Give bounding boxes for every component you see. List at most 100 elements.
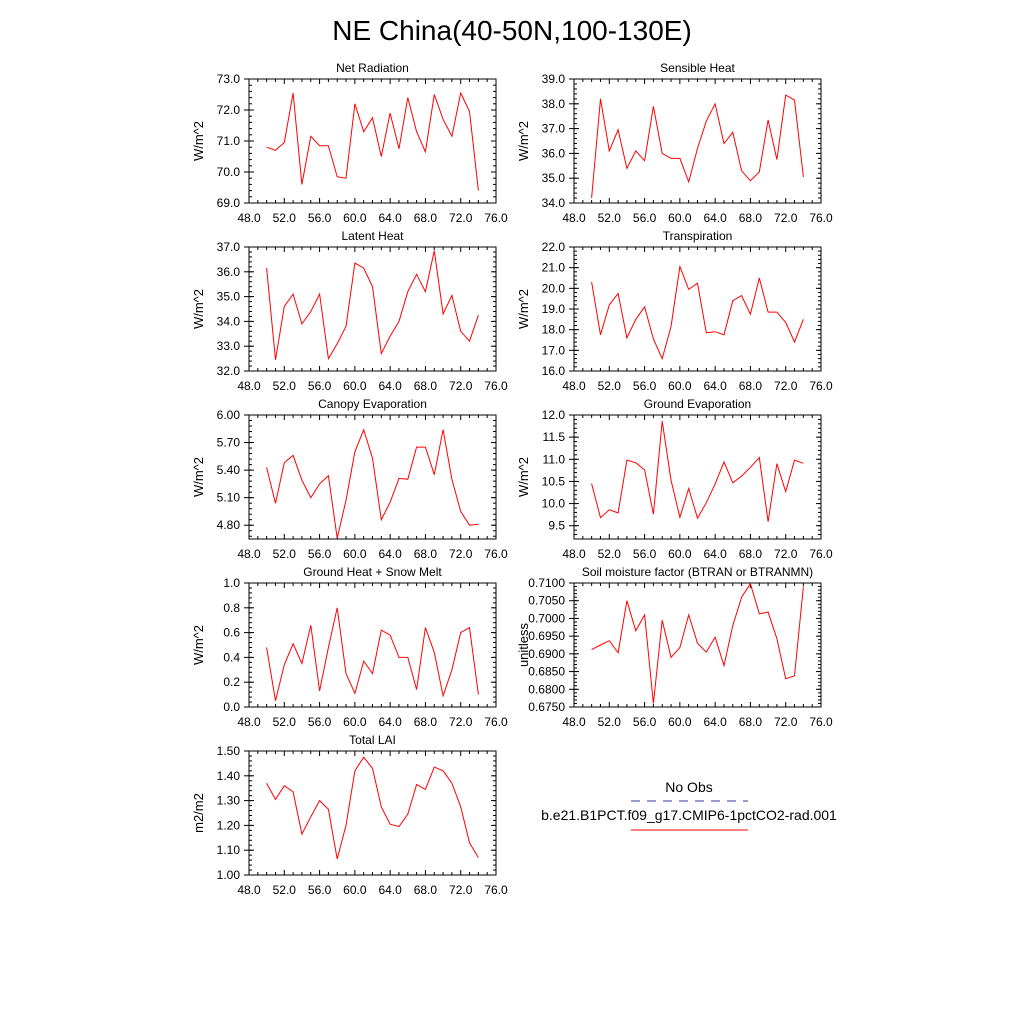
- y-tick-label: 19.0: [542, 302, 566, 316]
- panel-title: Net Radiation: [336, 61, 409, 75]
- x-tick-label: 52.0: [273, 883, 297, 897]
- x-tick-label: 60.0: [343, 715, 367, 729]
- y-tick-label: 0.7000: [528, 611, 565, 625]
- y-tick-label: 1.10: [217, 843, 241, 857]
- y-axis-label: W/m^2: [191, 457, 206, 497]
- y-tick-label: 36.0: [217, 265, 241, 279]
- x-tick-label: 76.0: [484, 547, 508, 561]
- x-tick-label: 72.0: [449, 715, 473, 729]
- x-tick-label: 76.0: [484, 883, 508, 897]
- y-tick-label: 0.6800: [528, 682, 565, 696]
- x-tick-label: 52.0: [598, 211, 622, 225]
- y-tick-label: 34.0: [542, 196, 566, 210]
- chart-panel-5: Canopy Evaporation 48.0 52.0 56.0 60.0 64.0 68…: [191, 397, 508, 561]
- x-tick-label: 76.0: [484, 379, 508, 393]
- y-tick-label: 36.0: [542, 146, 566, 160]
- x-tick-label: 56.0: [633, 379, 657, 393]
- y-tick-label: 73.0: [217, 72, 241, 86]
- plot-frame: [573, 582, 822, 708]
- x-tick-label: 72.0: [774, 211, 798, 225]
- x-tick-label: 60.0: [343, 211, 367, 225]
- x-tick-label: 76.0: [809, 211, 833, 225]
- y-tick-label: 0.4: [223, 650, 240, 664]
- y-axis-label: W/m^2: [191, 289, 206, 329]
- y-axis-label: W/m^2: [516, 121, 531, 161]
- x-tick-label: 64.0: [378, 379, 402, 393]
- x-tick-label: 76.0: [484, 211, 508, 225]
- x-tick-label: 76.0: [809, 715, 833, 729]
- x-tick-label: 56.0: [308, 715, 332, 729]
- x-tick-label: 72.0: [449, 547, 473, 561]
- y-tick-label: 12.0: [542, 408, 566, 422]
- x-tick-label: 56.0: [308, 211, 332, 225]
- x-tick-label: 64.0: [378, 715, 402, 729]
- y-tick-label: 1.30: [217, 794, 241, 808]
- series-line-1: [266, 428, 479, 539]
- x-tick-label: 52.0: [273, 547, 297, 561]
- y-tick-label: 1.20: [217, 818, 241, 832]
- x-tick-label: 68.0: [739, 547, 763, 561]
- x-tick-label: 52.0: [598, 715, 622, 729]
- chart-panel-8: Soil moisture factor (BTRAN or BTRANMN) 4…: [516, 565, 833, 729]
- y-tick-label: 0.8: [223, 601, 240, 615]
- x-tick-label: 72.0: [774, 379, 798, 393]
- x-tick-label: 64.0: [703, 211, 727, 225]
- y-tick-label: 1.50: [217, 744, 241, 758]
- y-tick-label: 0.0: [223, 700, 240, 714]
- panel-title: Ground Heat + Snow Melt: [303, 565, 442, 579]
- y-tick-label: 5.10: [217, 491, 241, 505]
- x-tick-label: 76.0: [809, 547, 833, 561]
- y-tick-label: 71.0: [217, 134, 241, 148]
- x-tick-label: 68.0: [414, 547, 438, 561]
- y-tick-label: 6.00: [217, 408, 241, 422]
- y-tick-label: 22.0: [542, 240, 566, 254]
- legend-obs-label: No Obs: [665, 779, 712, 795]
- x-tick-label: 48.0: [237, 883, 261, 897]
- x-tick-label: 60.0: [343, 547, 367, 561]
- x-tick-label: 56.0: [633, 715, 657, 729]
- x-tick-label: 76.0: [809, 379, 833, 393]
- panel-title: Canopy Evaporation: [318, 397, 427, 411]
- y-tick-label: 39.0: [542, 72, 566, 86]
- y-tick-label: 18.0: [542, 323, 566, 337]
- series-line-1: [591, 582, 804, 704]
- y-tick-label: 0.7100: [528, 576, 565, 590]
- chart-panel-6: Ground Evaporation 48.0 52.0 56.0 60.0 64.0 68…: [516, 397, 833, 561]
- y-tick-label: 0.6950: [528, 629, 565, 643]
- x-tick-label: 72.0: [774, 715, 798, 729]
- y-tick-label: 72.0: [217, 103, 241, 117]
- x-tick-label: 60.0: [668, 715, 692, 729]
- y-tick-label: 70.0: [217, 165, 241, 179]
- y-tick-label: 10.0: [542, 497, 566, 511]
- y-tick-label: 5.70: [217, 436, 241, 450]
- plot-frame: [573, 78, 822, 204]
- y-tick-label: 35.0: [217, 290, 241, 304]
- x-tick-label: 48.0: [237, 715, 261, 729]
- y-tick-label: 1.40: [217, 769, 241, 783]
- legend-model-label: b.e21.B1PCT.f09_g17.CMIP6-1pctCO2-rad.00…: [541, 807, 837, 823]
- y-tick-label: 16.0: [542, 364, 566, 378]
- panel-title: Latent Heat: [341, 229, 404, 243]
- y-tick-label: 0.6750: [528, 700, 565, 714]
- x-tick-label: 48.0: [562, 379, 586, 393]
- x-tick-label: 60.0: [343, 883, 367, 897]
- x-tick-label: 72.0: [774, 547, 798, 561]
- x-tick-label: 64.0: [703, 715, 727, 729]
- y-axis-label: W/m^2: [516, 289, 531, 329]
- series-line-1: [591, 421, 804, 522]
- x-tick-label: 68.0: [739, 211, 763, 225]
- x-tick-label: 56.0: [308, 547, 332, 561]
- x-tick-label: 68.0: [414, 883, 438, 897]
- x-tick-label: 48.0: [562, 715, 586, 729]
- chart-panel-2: Sensible Heat 48.0 52.0 56.0 60.0 64.0 68.0 72.…: [516, 61, 833, 225]
- x-tick-label: 72.0: [449, 379, 473, 393]
- y-tick-label: 1.00: [217, 868, 241, 882]
- x-tick-label: 64.0: [378, 547, 402, 561]
- series-line-1: [266, 91, 479, 191]
- x-tick-label: 56.0: [633, 547, 657, 561]
- chart-panel-9: Total LAI 48.0 52.0 56.0 60.0 64.0 68.0 72.0 76.…: [191, 733, 508, 897]
- y-tick-label: 11.0: [543, 452, 566, 466]
- y-tick-label: 37.0: [542, 122, 566, 136]
- panel-title: Soil moisture factor (BTRAN or BTRANMN): [582, 565, 813, 579]
- series-line-1: [266, 250, 479, 361]
